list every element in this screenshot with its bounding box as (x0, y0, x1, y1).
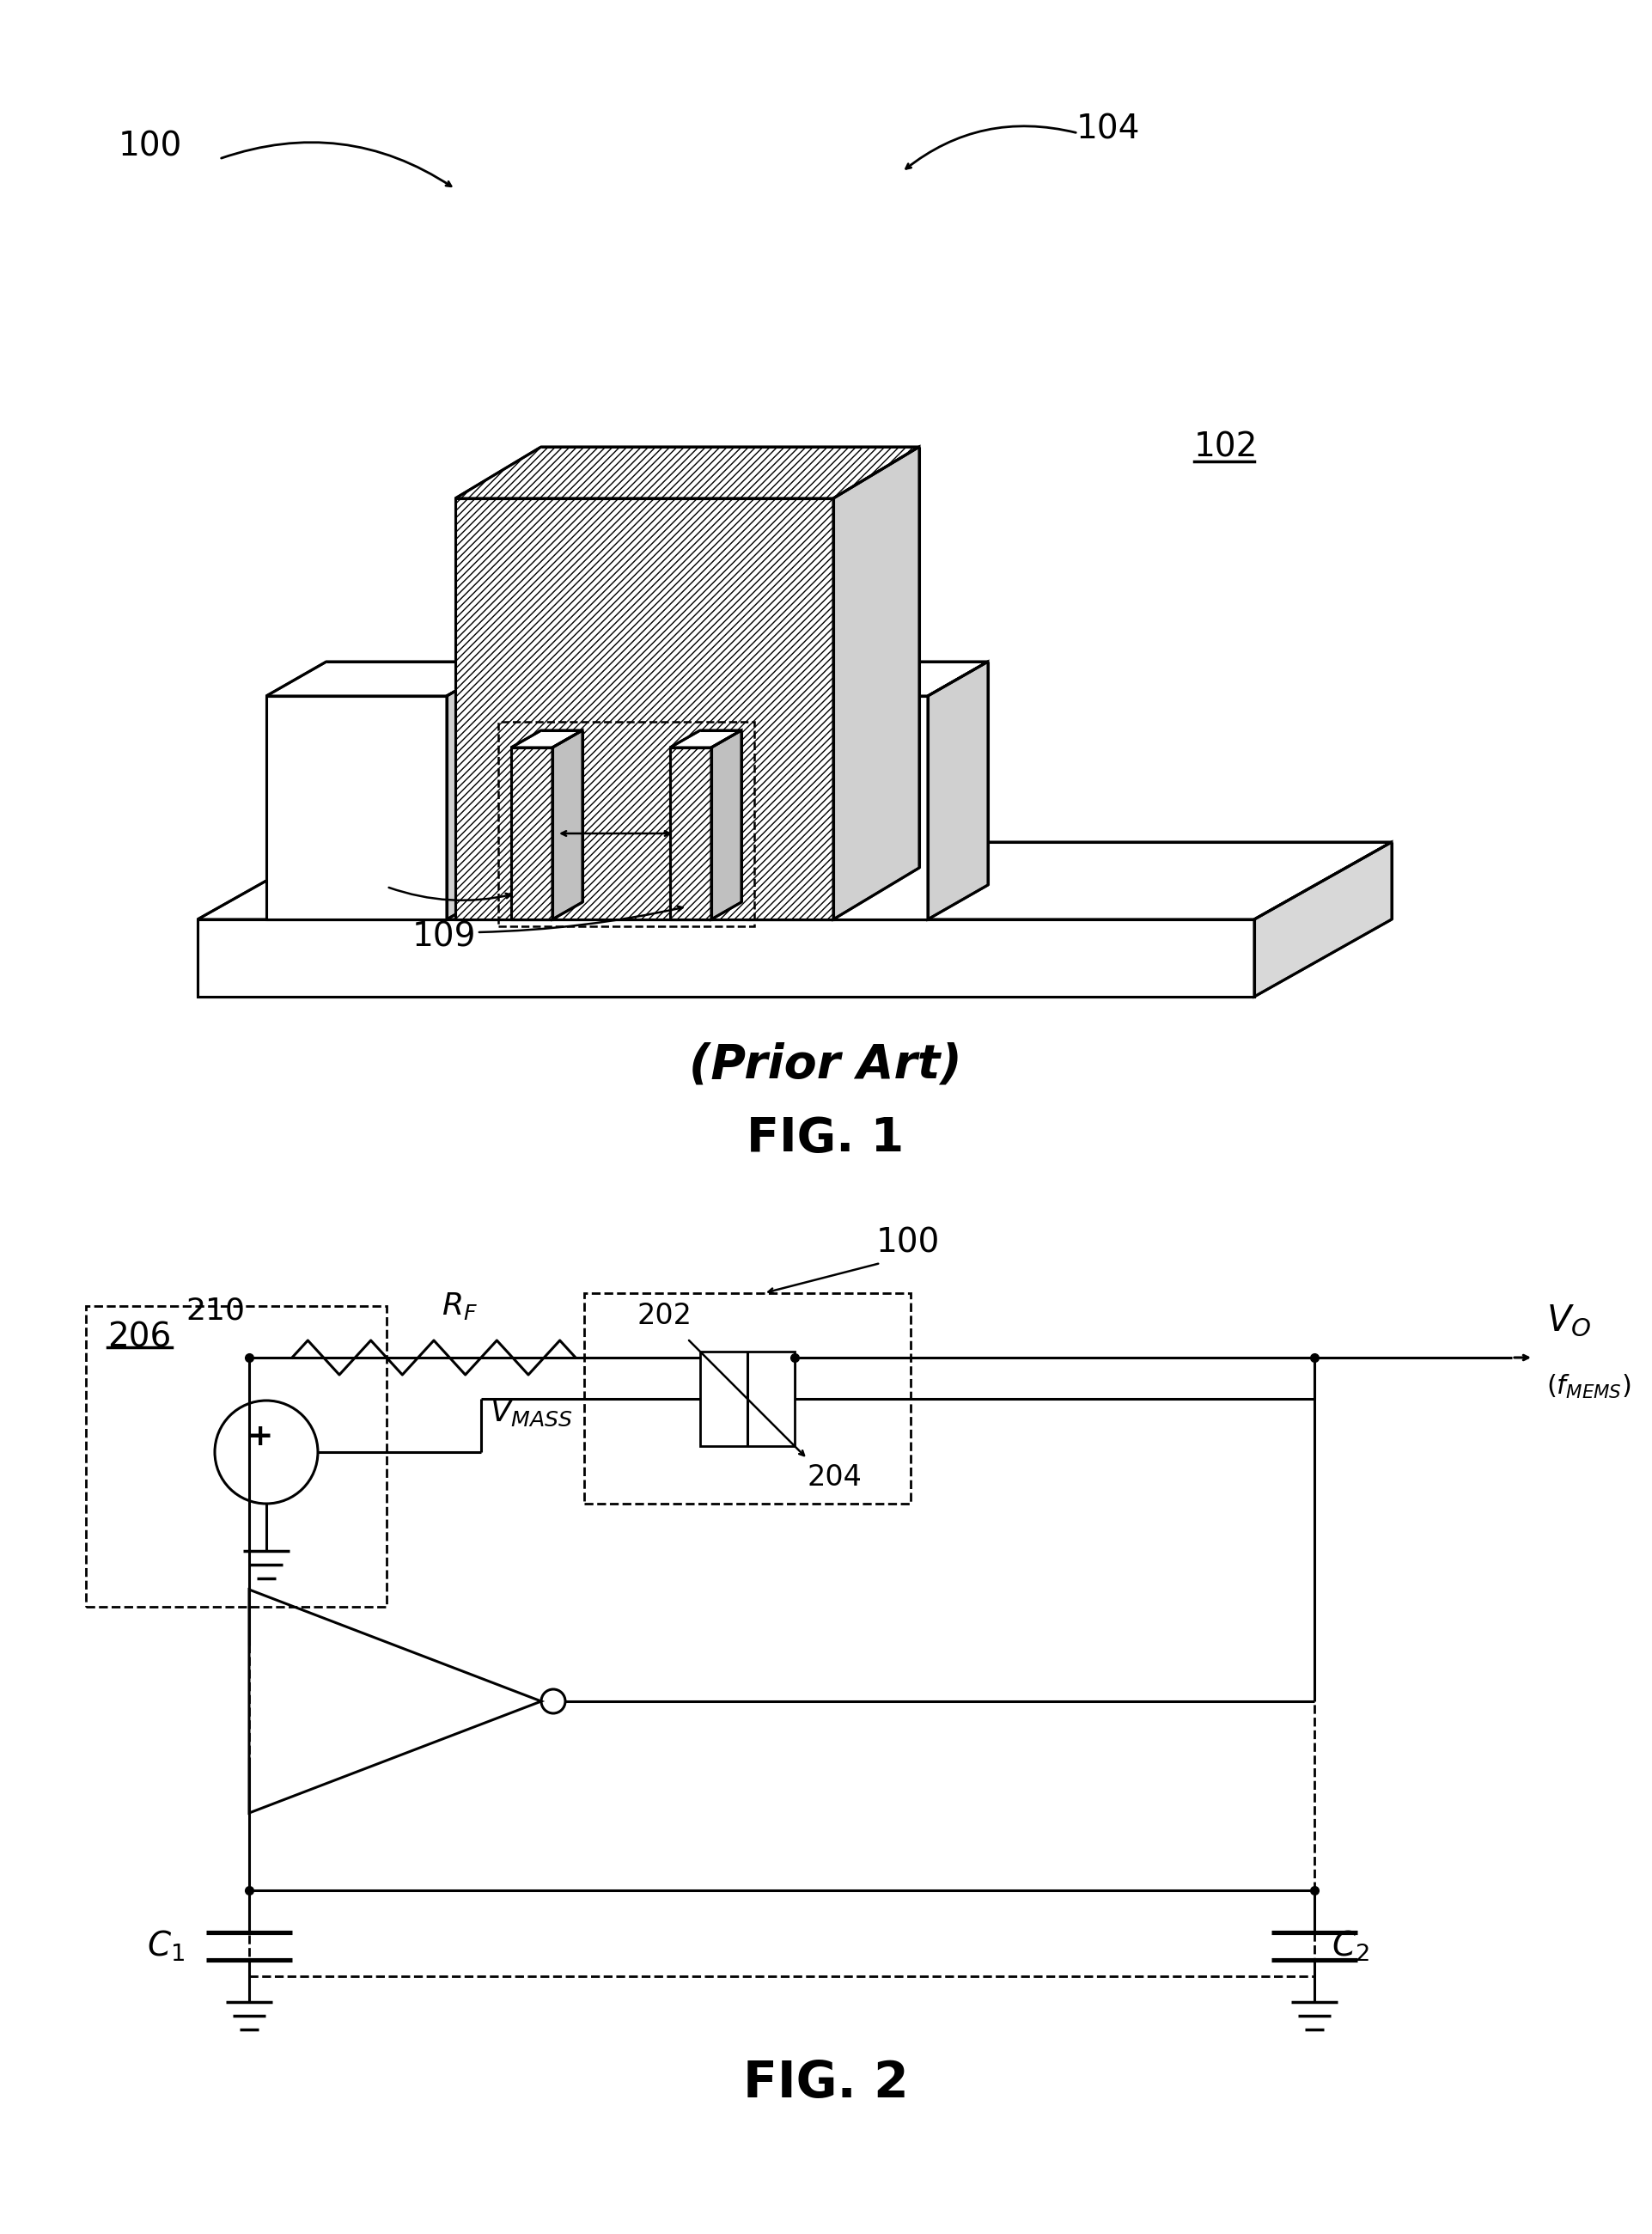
Text: $(f_{MEMS})$: $(f_{MEMS})$ (1546, 1374, 1631, 1401)
Bar (249, 1358, 1315, 1977)
Text: $V_{MASS}$: $V_{MASS}$ (489, 1398, 573, 1428)
Text: FIG. 2: FIG. 2 (743, 2060, 909, 2109)
Polygon shape (266, 697, 446, 920)
Text: 104: 104 (1075, 112, 1140, 145)
Text: FIG. 1: FIG. 1 (747, 1115, 904, 1162)
Polygon shape (510, 748, 552, 920)
Polygon shape (747, 661, 988, 697)
Polygon shape (510, 731, 583, 748)
Polygon shape (456, 447, 919, 498)
Text: $C_1$: $C_1$ (147, 1928, 185, 1964)
Text: $C_2$: $C_2$ (1332, 1928, 1370, 1964)
Polygon shape (552, 731, 583, 920)
Text: 109: 109 (413, 920, 476, 954)
Polygon shape (671, 748, 712, 920)
Polygon shape (266, 661, 507, 697)
Text: $R_F$: $R_F$ (441, 1291, 477, 1323)
Polygon shape (747, 697, 928, 920)
Polygon shape (198, 842, 1391, 920)
Text: 111: 111 (806, 791, 869, 824)
Bar (86, 1307, 387, 1606)
Polygon shape (833, 447, 919, 920)
Text: 102: 102 (1194, 431, 1259, 462)
Text: (Prior Art): (Prior Art) (689, 1043, 961, 1088)
Text: 100: 100 (876, 1226, 940, 1258)
Text: 110: 110 (324, 791, 388, 824)
Polygon shape (671, 731, 742, 748)
Text: $V_O$: $V_O$ (1546, 1302, 1591, 1338)
Text: 202: 202 (636, 1302, 692, 1329)
Polygon shape (446, 661, 507, 920)
Polygon shape (928, 661, 988, 920)
Bar (499, 722, 755, 927)
Text: 206: 206 (107, 1323, 172, 1354)
Polygon shape (1254, 842, 1391, 996)
Text: 210: 210 (185, 1296, 244, 1325)
Bar (700, 1352, 795, 1445)
Polygon shape (712, 731, 742, 920)
Polygon shape (198, 920, 1254, 996)
Bar (585, 1293, 910, 1503)
Text: 105: 105 (335, 878, 398, 909)
Polygon shape (456, 498, 833, 920)
Text: 100: 100 (119, 130, 182, 163)
Text: 204: 204 (808, 1463, 862, 1492)
Text: +: + (246, 1423, 273, 1452)
